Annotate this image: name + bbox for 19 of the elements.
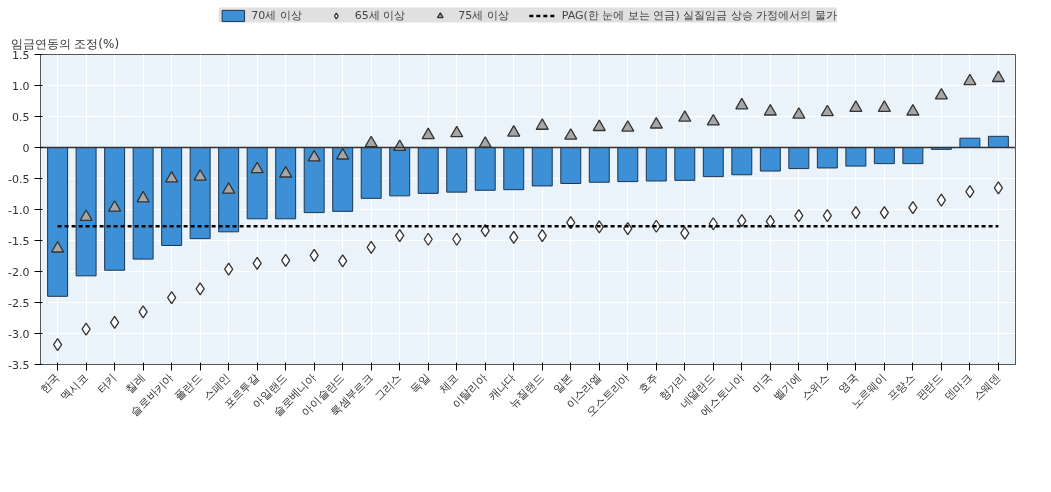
y-tick-label: -3.0	[8, 327, 30, 341]
legend-label: 70세 이상	[251, 7, 302, 23]
y-tick-label: -2.5	[8, 296, 30, 310]
y-tick-label: -1.0	[8, 203, 30, 217]
y-tick-label: -2.0	[8, 265, 30, 279]
legend-label: 75세 이상	[458, 7, 509, 23]
x-tick-label: 독일	[408, 370, 433, 396]
y-tick-label: 0.5	[12, 110, 30, 124]
y-tick-label: 0	[22, 141, 30, 155]
x-tick-label: 호주	[636, 370, 661, 396]
legend-label: PAG(한 눈에 보는 연금) 실질임금 상승 가정에서의 물가	[561, 7, 837, 23]
y-tick-label: 1.5	[12, 48, 30, 62]
y-axis-title: 임금연동의 조정(%)	[10, 36, 120, 51]
legend-label: 65세 이상	[354, 7, 406, 23]
y-tick-label: 1.0	[12, 79, 30, 93]
x-tick-label: 터키	[94, 370, 120, 396]
y-tick-label: -0.5	[8, 172, 30, 186]
y-tick-label: -1.5	[8, 234, 30, 248]
y-tick-label: -3.5	[8, 358, 30, 372]
